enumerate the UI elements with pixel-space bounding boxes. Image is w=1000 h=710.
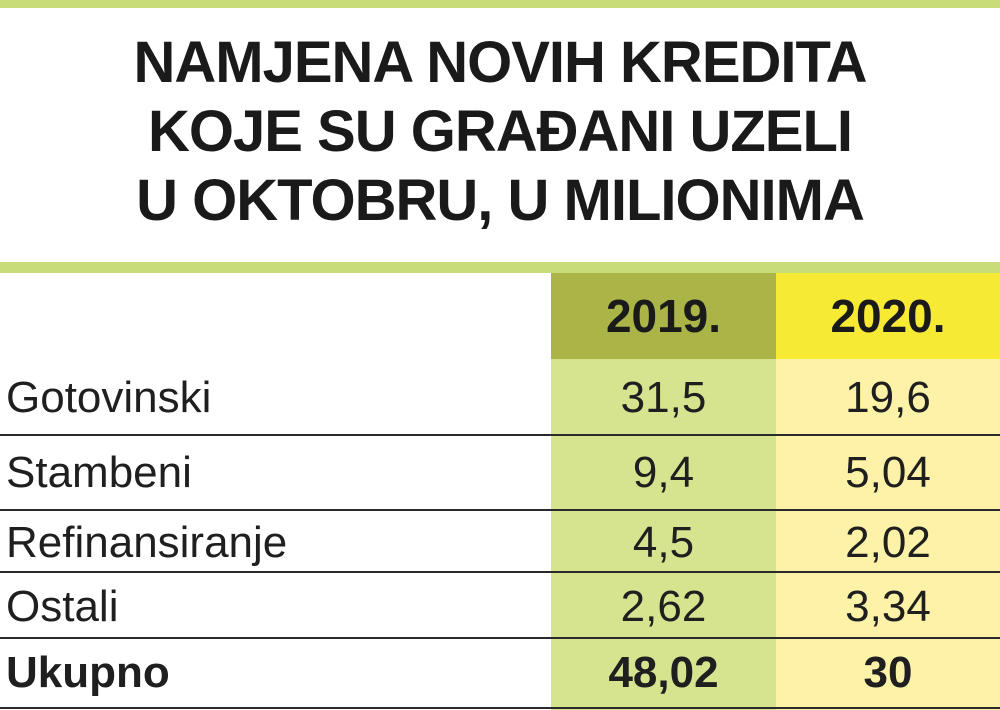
row-divider (0, 434, 1000, 436)
top-accent-bar (0, 0, 1000, 8)
cell-2020: 19,6 (845, 373, 931, 422)
row-label: Gotovinski (6, 373, 212, 422)
table-row-stambeni: Stambeni 9,4 5,04 (0, 436, 1000, 510)
row-divider (0, 637, 1000, 639)
table-row-ukupno: Ukupno 48,02 30 (0, 636, 1000, 710)
cell-2019: 9,4 (632, 448, 695, 497)
title-line-3: U OKTOBRU, U MILIONIMA (136, 168, 865, 233)
row-label: Refinansiranje (6, 518, 288, 567)
cell-2020: 30 (863, 648, 913, 697)
row-divider (0, 571, 1000, 573)
title-line-1: NAMJENA NOVIH KREDITA (133, 30, 867, 95)
row-label: Ukupno (6, 648, 170, 697)
cell-2019: 2,62 (620, 582, 707, 631)
cell-2020: 2,02 (845, 518, 931, 567)
chart-title: NAMJENA NOVIH KREDITA KOJE SU GRAĐANI UZ… (0, 28, 1000, 235)
column-header-2019: 2019. (551, 273, 776, 359)
divider-accent-bar (0, 262, 1000, 273)
cell-2019: 4,5 (632, 518, 695, 567)
table-row-gotovinski: Gotovinski 31,5 19,6 (0, 361, 1000, 435)
row-divider (0, 509, 1000, 511)
table-row-refinansiranje: Refinansiranje 4,5 2,02 (0, 506, 1000, 580)
cell-2020: 5,04 (845, 448, 931, 497)
cell-2019: 48,02 (608, 648, 719, 697)
row-label: Ostali (6, 582, 119, 631)
bottom-rule (0, 707, 1000, 709)
table-row-ostali: Ostali 2,62 3,34 (0, 570, 1000, 644)
column-header-2020: 2020. (776, 273, 1000, 359)
cell-2020: 3,34 (845, 582, 931, 631)
cell-2019: 31,5 (620, 373, 707, 422)
title-line-2: KOJE SU GRAĐANI UZELI (147, 99, 853, 164)
row-label: Stambeni (6, 448, 192, 497)
